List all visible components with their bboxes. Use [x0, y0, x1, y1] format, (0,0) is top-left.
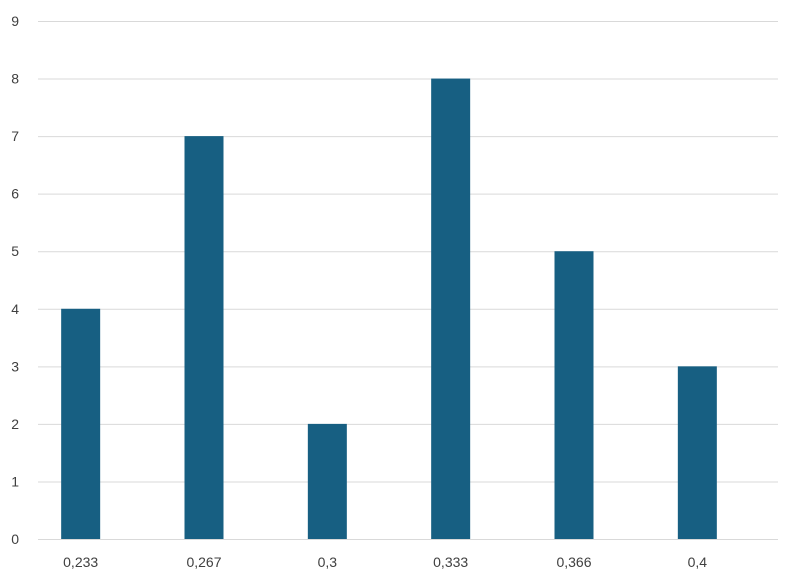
gridlines	[38, 21, 778, 540]
y-tick-label: 1	[11, 473, 19, 489]
x-tick-label: 0,4	[688, 554, 708, 570]
bar	[61, 308, 101, 539]
y-tick-label: 6	[11, 186, 19, 202]
bar	[184, 136, 224, 539]
x-tick-label: 0,366	[556, 554, 591, 570]
bar	[677, 366, 717, 539]
y-tick-label: 2	[11, 416, 19, 432]
y-tick-label: 4	[11, 301, 19, 317]
y-axis-ticks: 0 1 2 3 4 5 6 7 8 9	[11, 13, 19, 547]
y-tick-label: 9	[11, 13, 19, 29]
y-tick-label: 8	[11, 71, 19, 87]
x-tick-label: 0,233	[63, 554, 98, 570]
x-tick-label: 0,267	[186, 554, 221, 570]
bar	[307, 423, 347, 539]
bar	[431, 78, 471, 540]
y-tick-label: 7	[11, 128, 19, 144]
x-tick-label: 0,3	[318, 554, 338, 570]
x-axis-ticks: 0,233 0,267 0,3 0,333 0,366 0,4	[63, 554, 707, 570]
bar	[554, 251, 594, 539]
x-tick-label: 0,333	[433, 554, 468, 570]
y-tick-label: 3	[11, 358, 19, 374]
y-tick-label: 0	[11, 531, 19, 547]
y-tick-label: 5	[11, 243, 19, 259]
bars	[61, 78, 717, 540]
